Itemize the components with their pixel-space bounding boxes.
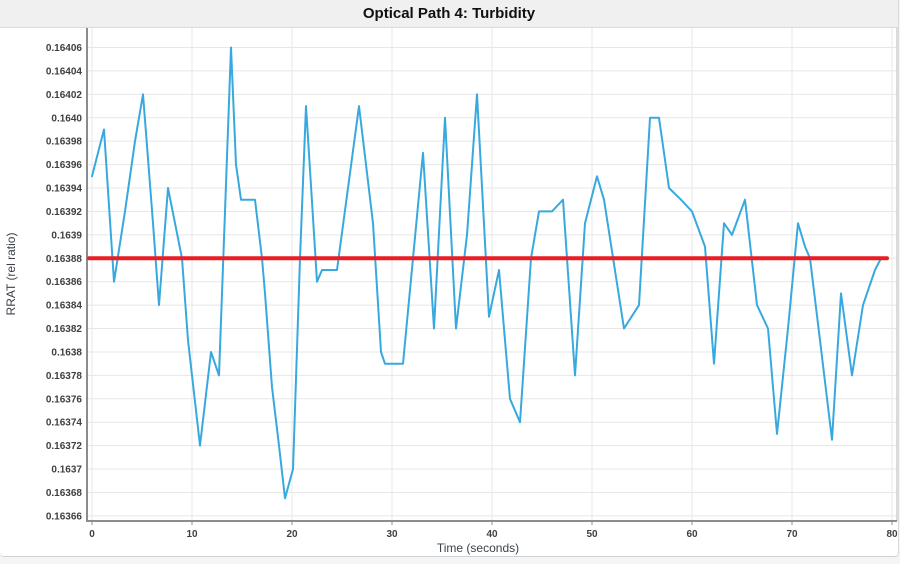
y-tick-label: 0.16386 [46, 277, 83, 288]
x-tick-label: 20 [286, 529, 298, 540]
y-tick-label: 0.16382 [46, 324, 83, 335]
turbidity-signal-line [91, 46, 882, 500]
y-tick-label: 0.16402 [46, 90, 83, 101]
y-tick-label: 0.16388 [46, 254, 83, 265]
y-tick-label: 0.1638 [51, 347, 82, 358]
y-tick-label: 0.1640 [51, 113, 82, 124]
y-tick-label: 0.16394 [46, 184, 83, 195]
x-axis-title: Time (seconds) [436, 541, 520, 555]
y-tick-label: 0.16404 [46, 66, 83, 77]
y-tick-label: 0.16368 [46, 488, 83, 499]
y-tick-label: 0.16398 [46, 137, 83, 148]
x-tick-label: 40 [486, 529, 498, 540]
x-tick-label: 30 [386, 529, 398, 540]
y-tick-label: 0.16366 [46, 511, 83, 522]
x-tick-label: 10 [186, 529, 198, 540]
x-tick-label: 0 [89, 529, 95, 540]
chart-title: Optical Path 4: Turbidity [362, 5, 536, 22]
y-tick-label: 0.16384 [46, 301, 83, 312]
x-tick-label: 70 [786, 529, 798, 540]
y-tick-label: 0.16372 [46, 441, 83, 452]
y-tick-label: 0.1637 [51, 465, 82, 476]
y-tick-label: 0.1639 [51, 230, 82, 241]
y-tick-label: 0.16378 [46, 371, 83, 382]
y-tick-label: 0.16392 [46, 207, 83, 218]
chart-title-bar: Optical Path 4: Turbidity [0, 0, 898, 28]
y-tick-label: 0.16406 [46, 43, 83, 54]
x-tick-label: 80 [886, 529, 898, 540]
y-tick-label: 0.16396 [46, 160, 83, 171]
y-axis-title: RRAT (rel ratio) [4, 232, 18, 316]
x-tick-label: 60 [686, 529, 698, 540]
y-tick-label: 0.16374 [46, 418, 83, 429]
y-tick-label: 0.16376 [46, 394, 83, 405]
x-tick-label: 50 [586, 529, 598, 540]
